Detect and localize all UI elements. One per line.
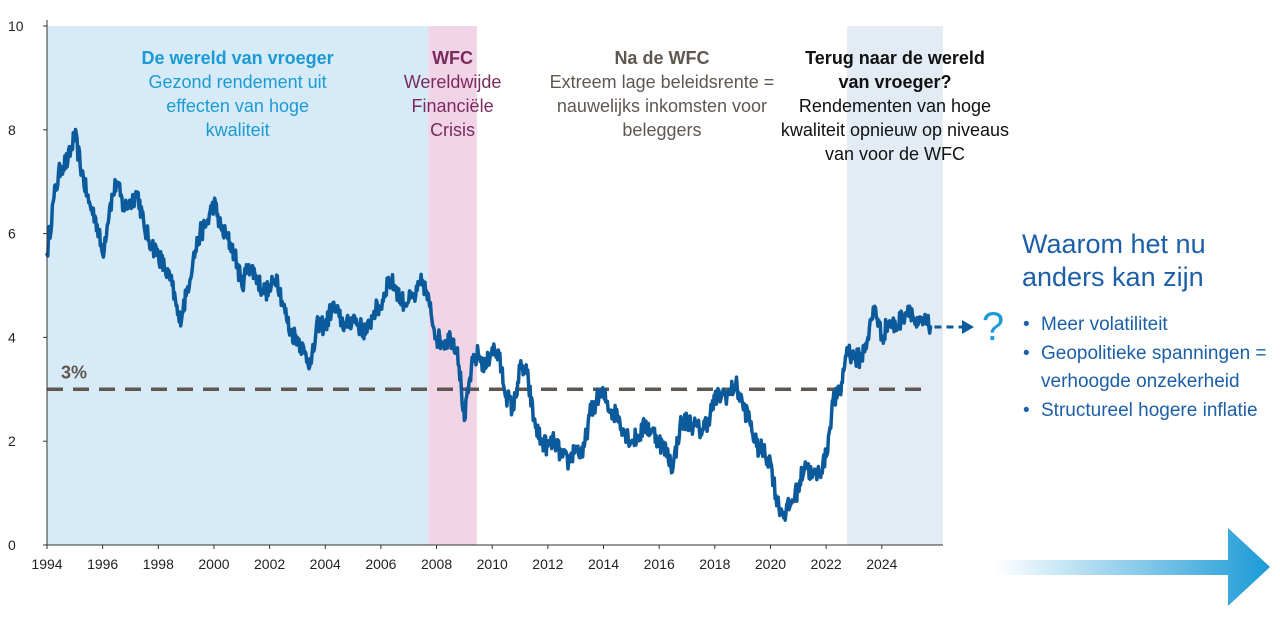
x-tick-label-2024: 2024 xyxy=(866,556,897,572)
x-tick-label-2018: 2018 xyxy=(699,556,730,572)
period-band-3 xyxy=(847,26,943,545)
y-tick-label-4: 4 xyxy=(8,329,16,345)
y-tick-label-6: 6 xyxy=(8,226,16,242)
y-tick-label-8: 8 xyxy=(8,122,16,138)
x-tick-label-2012: 2012 xyxy=(532,556,563,572)
x-tick-label-2010: 2010 xyxy=(477,556,508,572)
timeline-arrow xyxy=(995,528,1270,606)
period-text-2-2: beleggers xyxy=(622,120,701,140)
period-text-3-0: Rendementen van hoge xyxy=(799,96,991,116)
bullet-geopolitics: Geopolitieke spanningen = verhoogde onze… xyxy=(1022,340,1272,397)
period-text-3-2: van voor de WFC xyxy=(825,144,965,164)
x-tick-label-2008: 2008 xyxy=(421,556,452,572)
period-title-3-1: van vroeger? xyxy=(838,72,951,92)
y-tick-label-10: 10 xyxy=(8,18,24,34)
forecast-arrowhead xyxy=(962,320,974,335)
x-tick-label-2000: 2000 xyxy=(198,556,229,572)
period-title-2: Na de WFC xyxy=(614,48,709,68)
x-tick-label-2020: 2020 xyxy=(755,556,786,572)
bullet-volatility: Meer volatiliteit xyxy=(1022,311,1272,340)
x-tick-label-2022: 2022 xyxy=(811,556,842,572)
x-tick-label-1994: 1994 xyxy=(31,556,62,572)
period-text-0-2: kwaliteit xyxy=(206,120,270,140)
yield-line xyxy=(45,127,933,522)
x-tick-label-2004: 2004 xyxy=(310,556,341,572)
y-tick-label-0: 0 xyxy=(8,537,16,553)
period-band-2 xyxy=(476,26,847,545)
period-text-1-2: Crisis xyxy=(430,120,475,140)
x-tick-label-1996: 1996 xyxy=(87,556,118,572)
reference-line-label: 3% xyxy=(61,362,87,382)
question-mark: ? xyxy=(982,305,1004,349)
x-tick-label-2014: 2014 xyxy=(588,556,619,572)
period-text-1-0: Wereldwijde xyxy=(404,72,502,92)
period-text-1-1: Financiële xyxy=(412,96,494,116)
period-title-1: WFC xyxy=(432,48,473,68)
x-tick-label-2002: 2002 xyxy=(254,556,285,572)
side-panel-bullets: Meer volatiliteit Geopolitieke spanninge… xyxy=(1022,311,1272,425)
period-text-2-0: Extreem lage beleidsrente = xyxy=(550,72,775,92)
period-title-3-0: Terug naar de wereld xyxy=(805,48,985,68)
period-band-0 xyxy=(47,26,429,545)
x-tick-label-2006: 2006 xyxy=(365,556,396,572)
y-tick-label-2: 2 xyxy=(8,433,16,449)
period-text-2-1: nauwelijks inkomsten voor xyxy=(557,96,767,116)
period-text-0-0: Gezond rendement uit xyxy=(149,72,327,92)
period-text-0-1: effecten van hoge xyxy=(166,96,309,116)
x-tick-label-1998: 1998 xyxy=(143,556,174,572)
period-band-1 xyxy=(428,26,477,545)
x-tick-label-2016: 2016 xyxy=(644,556,675,572)
side-panel-title: Waarom het nu anders kan zijn xyxy=(1022,229,1206,292)
bullet-inflation: Structureel hogere inflatie xyxy=(1022,397,1272,426)
period-title-0: De wereld van vroeger xyxy=(142,48,334,68)
period-text-3-1: kwaliteit opnieuw op niveaus xyxy=(781,120,1009,140)
